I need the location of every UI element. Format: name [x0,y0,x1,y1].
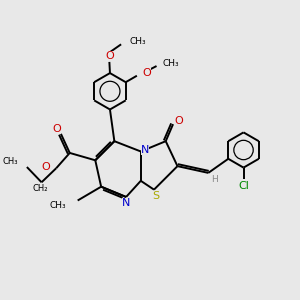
Text: S: S [152,191,159,201]
Text: CH₂: CH₂ [32,184,48,193]
Text: Cl: Cl [238,181,249,191]
Text: O: O [175,116,183,126]
Text: O: O [105,51,114,61]
Text: CH₃: CH₃ [129,37,146,46]
Text: CH₃: CH₃ [162,59,179,68]
Text: N: N [141,145,149,155]
Text: O: O [42,162,50,172]
Text: CH₃: CH₃ [50,201,67,210]
Text: CH₃: CH₃ [3,157,18,166]
Text: O: O [143,68,152,78]
Text: O: O [52,124,61,134]
Text: N: N [122,198,130,208]
Text: H: H [211,175,217,184]
